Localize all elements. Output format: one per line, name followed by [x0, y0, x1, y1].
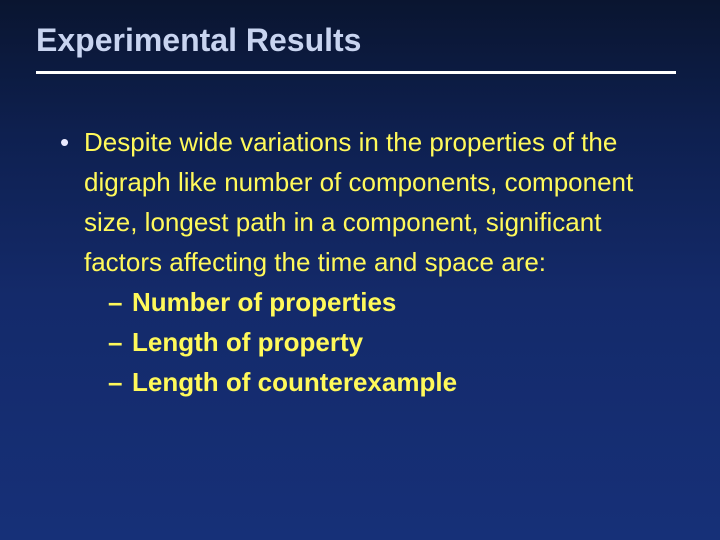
bullet-marker-icon: •: [60, 122, 84, 162]
bullet-text: Despite wide variations in the propertie…: [84, 122, 664, 282]
sub-text: Number of properties: [132, 282, 396, 322]
sub-text: Length of counterexample: [132, 362, 457, 402]
sub-list: – Number of properties – Length of prope…: [60, 282, 664, 402]
title-rule: [36, 71, 676, 74]
dash-icon: –: [108, 362, 132, 402]
dash-icon: –: [108, 282, 132, 322]
sub-item: – Length of counterexample: [108, 362, 664, 402]
slide: Experimental Results • Despite wide vari…: [0, 0, 720, 540]
sub-item: – Length of property: [108, 322, 664, 362]
dash-icon: –: [108, 322, 132, 362]
sub-text: Length of property: [132, 322, 363, 362]
bullet-item: • Despite wide variations in the propert…: [60, 122, 664, 282]
slide-title: Experimental Results: [36, 22, 684, 67]
sub-item: – Number of properties: [108, 282, 664, 322]
content-area: • Despite wide variations in the propert…: [36, 122, 684, 402]
